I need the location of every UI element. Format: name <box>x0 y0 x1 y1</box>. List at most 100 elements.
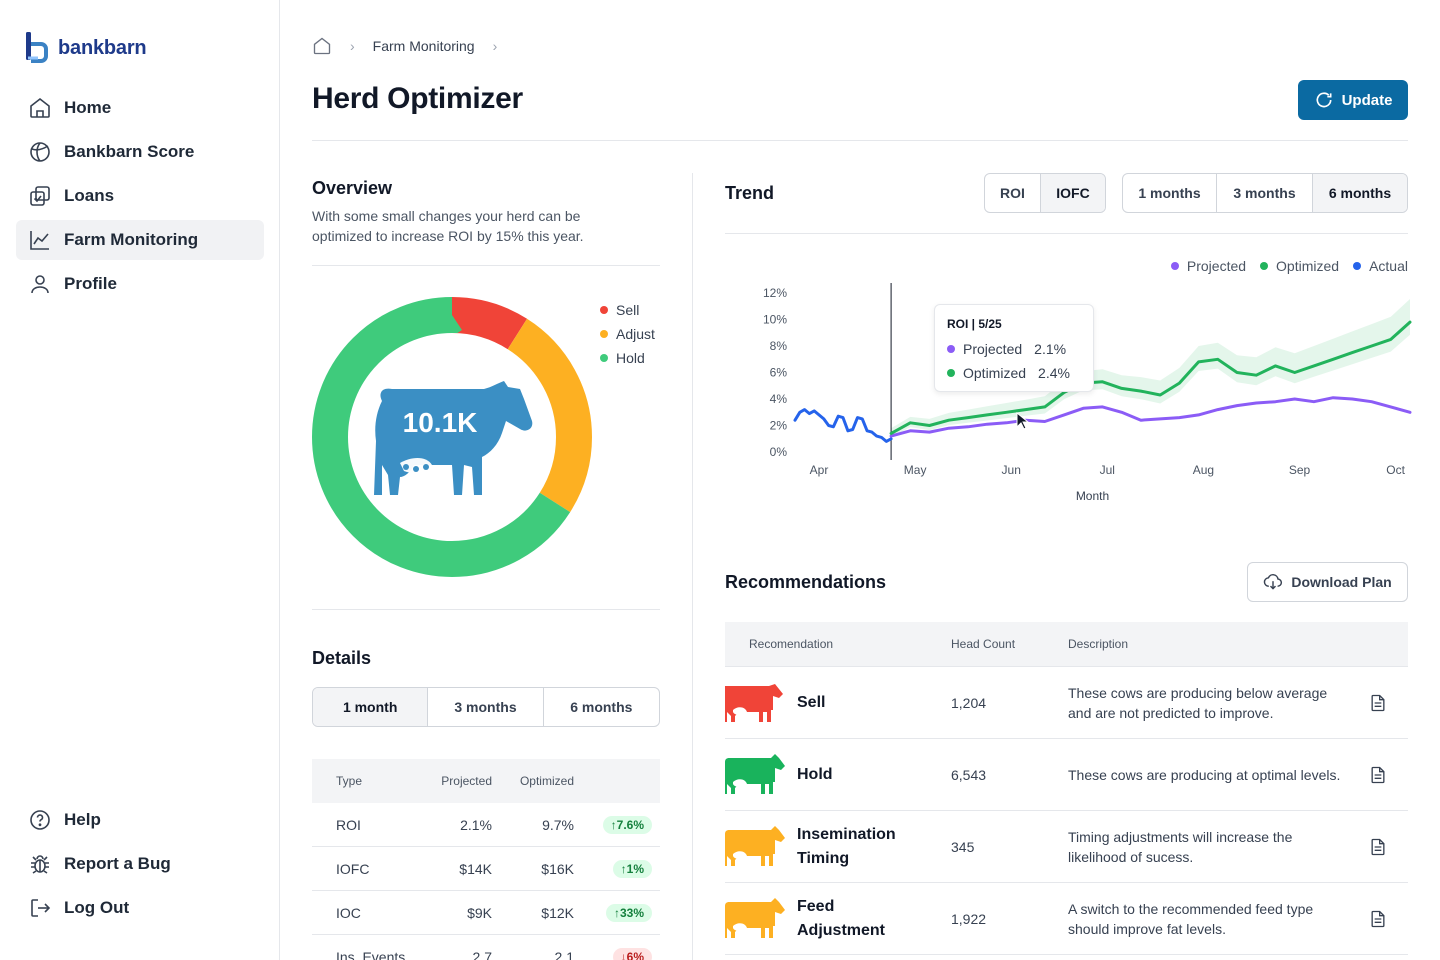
main-nav: Home Bankbarn Score Loans Farm Monitorin… <box>16 88 264 308</box>
cell-description: Timing adjustments will increase the lik… <box>1068 828 1293 865</box>
y-tick-label: 12% <box>763 286 787 300</box>
details-range-selector: 1 month 3 months 6 months <box>312 687 660 727</box>
sidebar: bankbarn Home Bankbarn Score Loans Farm … <box>0 0 280 960</box>
document-icon[interactable] <box>1368 909 1388 929</box>
home-icon <box>30 97 50 118</box>
sidebar-item-profile[interactable]: Profile <box>16 264 264 304</box>
brand-logo[interactable]: bankbarn <box>24 32 147 64</box>
column-header-projected: Projected <box>441 774 492 788</box>
donut-slice-adjust[interactable] <box>312 297 592 577</box>
trend-range-selector: 1 months 3 months 6 months <box>1122 173 1408 213</box>
table-row[interactable]: Hold 6,543 These cows are producing at o… <box>725 739 1408 811</box>
sidebar-item-logout[interactable]: Log Out <box>16 888 264 928</box>
breadcrumb-item-farm-monitoring[interactable]: Farm Monitoring <box>372 38 475 54</box>
recommendations-title: Recommendations <box>725 572 887 592</box>
cow-icon <box>725 825 785 866</box>
table-row[interactable]: Feed Adjustment 1,922 A switch to the re… <box>725 883 1408 955</box>
range-button-3-months[interactable]: 3 months <box>428 688 544 726</box>
cell-recommendation: Insemination Timing <box>725 823 951 871</box>
chevron-right-icon: › <box>350 38 355 54</box>
legend-item-adjust: Adjust <box>600 322 655 346</box>
home-icon[interactable] <box>312 36 332 56</box>
cell-optimized: $16K <box>541 860 574 877</box>
cloud-download-icon <box>1264 574 1283 590</box>
download-plan-button[interactable]: Download Plan <box>1247 562 1408 602</box>
divider <box>725 233 1408 234</box>
donut-slice-hold[interactable] <box>312 297 592 577</box>
series-line-optimized[interactable] <box>889 320 1412 435</box>
table-row[interactable]: Insemination Timing 345 Timing adjustmen… <box>725 811 1408 883</box>
recommendation-name: Sell <box>797 693 826 711</box>
range-button-3-months[interactable]: 3 months <box>1217 174 1313 212</box>
sidebar-item-bankbarn-score[interactable]: Bankbarn Score <box>16 132 264 172</box>
range-button-6-months[interactable]: 6 months <box>570 699 633 715</box>
cell-optimized: 9.7% <box>542 816 574 833</box>
tooltip-value: 2.1% <box>1034 341 1067 357</box>
sidebar-item-farm-monitoring[interactable]: Farm Monitoring <box>16 220 264 260</box>
legend-dot <box>600 354 608 362</box>
column-header-recommendation: Recomendation <box>749 637 834 651</box>
donut-svg <box>312 297 592 577</box>
change-badge-up: ↑ 33% <box>605 903 652 922</box>
x-tick-label: Sep <box>1289 463 1311 477</box>
sidebar-item-label: Home <box>64 98 112 117</box>
cell-type: IOC <box>336 904 361 921</box>
bankbarn-logo-icon <box>26 32 48 63</box>
series-line-projected[interactable] <box>889 396 1412 438</box>
chevron-right-icon: › <box>492 38 498 54</box>
column-divider <box>692 173 693 960</box>
range-button-1-month[interactable]: 1 month <box>313 688 429 726</box>
loans-icon <box>30 186 50 206</box>
user-icon <box>31 275 49 294</box>
overview-description: With some small changes your herd can be… <box>312 208 584 244</box>
cell-recommendation: Feed Adjustment <box>725 895 951 943</box>
cell-projected: $9K <box>467 904 492 921</box>
table-row: Ins. Events 2.7 2.1 ↓ 6% <box>312 935 660 960</box>
recommendations-table: Recomendation Head Count Description Sel… <box>725 622 1408 955</box>
mouse-pointer-icon <box>1016 411 1030 430</box>
metric-button-roi[interactable]: ROI <box>985 174 1041 212</box>
document-icon[interactable] <box>1368 837 1388 857</box>
cell-head-count: 1,204 <box>951 694 987 711</box>
trend-line-chart[interactable]: 0% 2% 4% 6% 8% 10% 12% Apr May Jun Jul Aug Sep Oct Mon… <box>725 273 1415 513</box>
table-row[interactable]: Sell 1,204 These cows are producing belo… <box>725 667 1408 739</box>
cell-recommendation: Sell <box>725 683 951 722</box>
cell-actions <box>1348 837 1408 857</box>
trend-title: Trend <box>725 183 775 203</box>
metric-selector: ROI IOFC <box>984 173 1106 213</box>
x-axis-label: Month <box>1076 489 1109 503</box>
metric-button-iofc[interactable]: IOFC <box>1041 174 1105 212</box>
cell-projected: 2.1% <box>460 816 492 833</box>
cell-type: Ins. Events <box>336 948 406 960</box>
y-tick-label: 6% <box>770 366 788 380</box>
document-icon[interactable] <box>1368 765 1388 785</box>
recommendation-name: Insemination Timing <box>797 825 896 867</box>
table-header: Recomendation Head Count Description <box>725 622 1408 667</box>
tooltip-row-optimized: Optimized 2.4% <box>947 361 1081 385</box>
sidebar-item-loans[interactable]: Loans <box>16 176 264 216</box>
sidebar-item-help[interactable]: Help <box>16 800 264 840</box>
divider <box>312 609 660 610</box>
series-line-actual[interactable] <box>793 408 893 443</box>
update-button[interactable]: Update <box>1298 80 1408 120</box>
legend-dot <box>1260 262 1269 270</box>
y-tick-label: 0% <box>770 445 788 459</box>
logout-icon <box>31 899 51 917</box>
cell-description: A switch to the recommended feed type sh… <box>1068 900 1314 937</box>
sidebar-item-home[interactable]: Home <box>16 88 264 128</box>
range-button-6-months[interactable]: 6 months <box>1313 174 1407 212</box>
y-tick-label: 2% <box>770 419 788 433</box>
range-button-1-months[interactable]: 1 months <box>1123 174 1217 212</box>
trend-panel: Trend ROI IOFC 1 months 3 months 6 month… <box>725 140 1412 960</box>
change-value: 7.6% <box>616 817 644 832</box>
cow-icon <box>725 897 785 938</box>
header-divider <box>312 140 1408 141</box>
sidebar-item-label: Profile <box>64 274 117 293</box>
document-icon[interactable] <box>1368 693 1388 713</box>
recommendation-name: Hold <box>797 765 833 783</box>
cow-icon <box>725 753 785 794</box>
cell-head-count: 345 <box>951 838 975 855</box>
sidebar-item-report-bug[interactable]: Report a Bug <box>16 844 264 884</box>
y-tick-label: 4% <box>770 392 788 406</box>
change-badge-down: ↓ 6% <box>612 947 652 960</box>
